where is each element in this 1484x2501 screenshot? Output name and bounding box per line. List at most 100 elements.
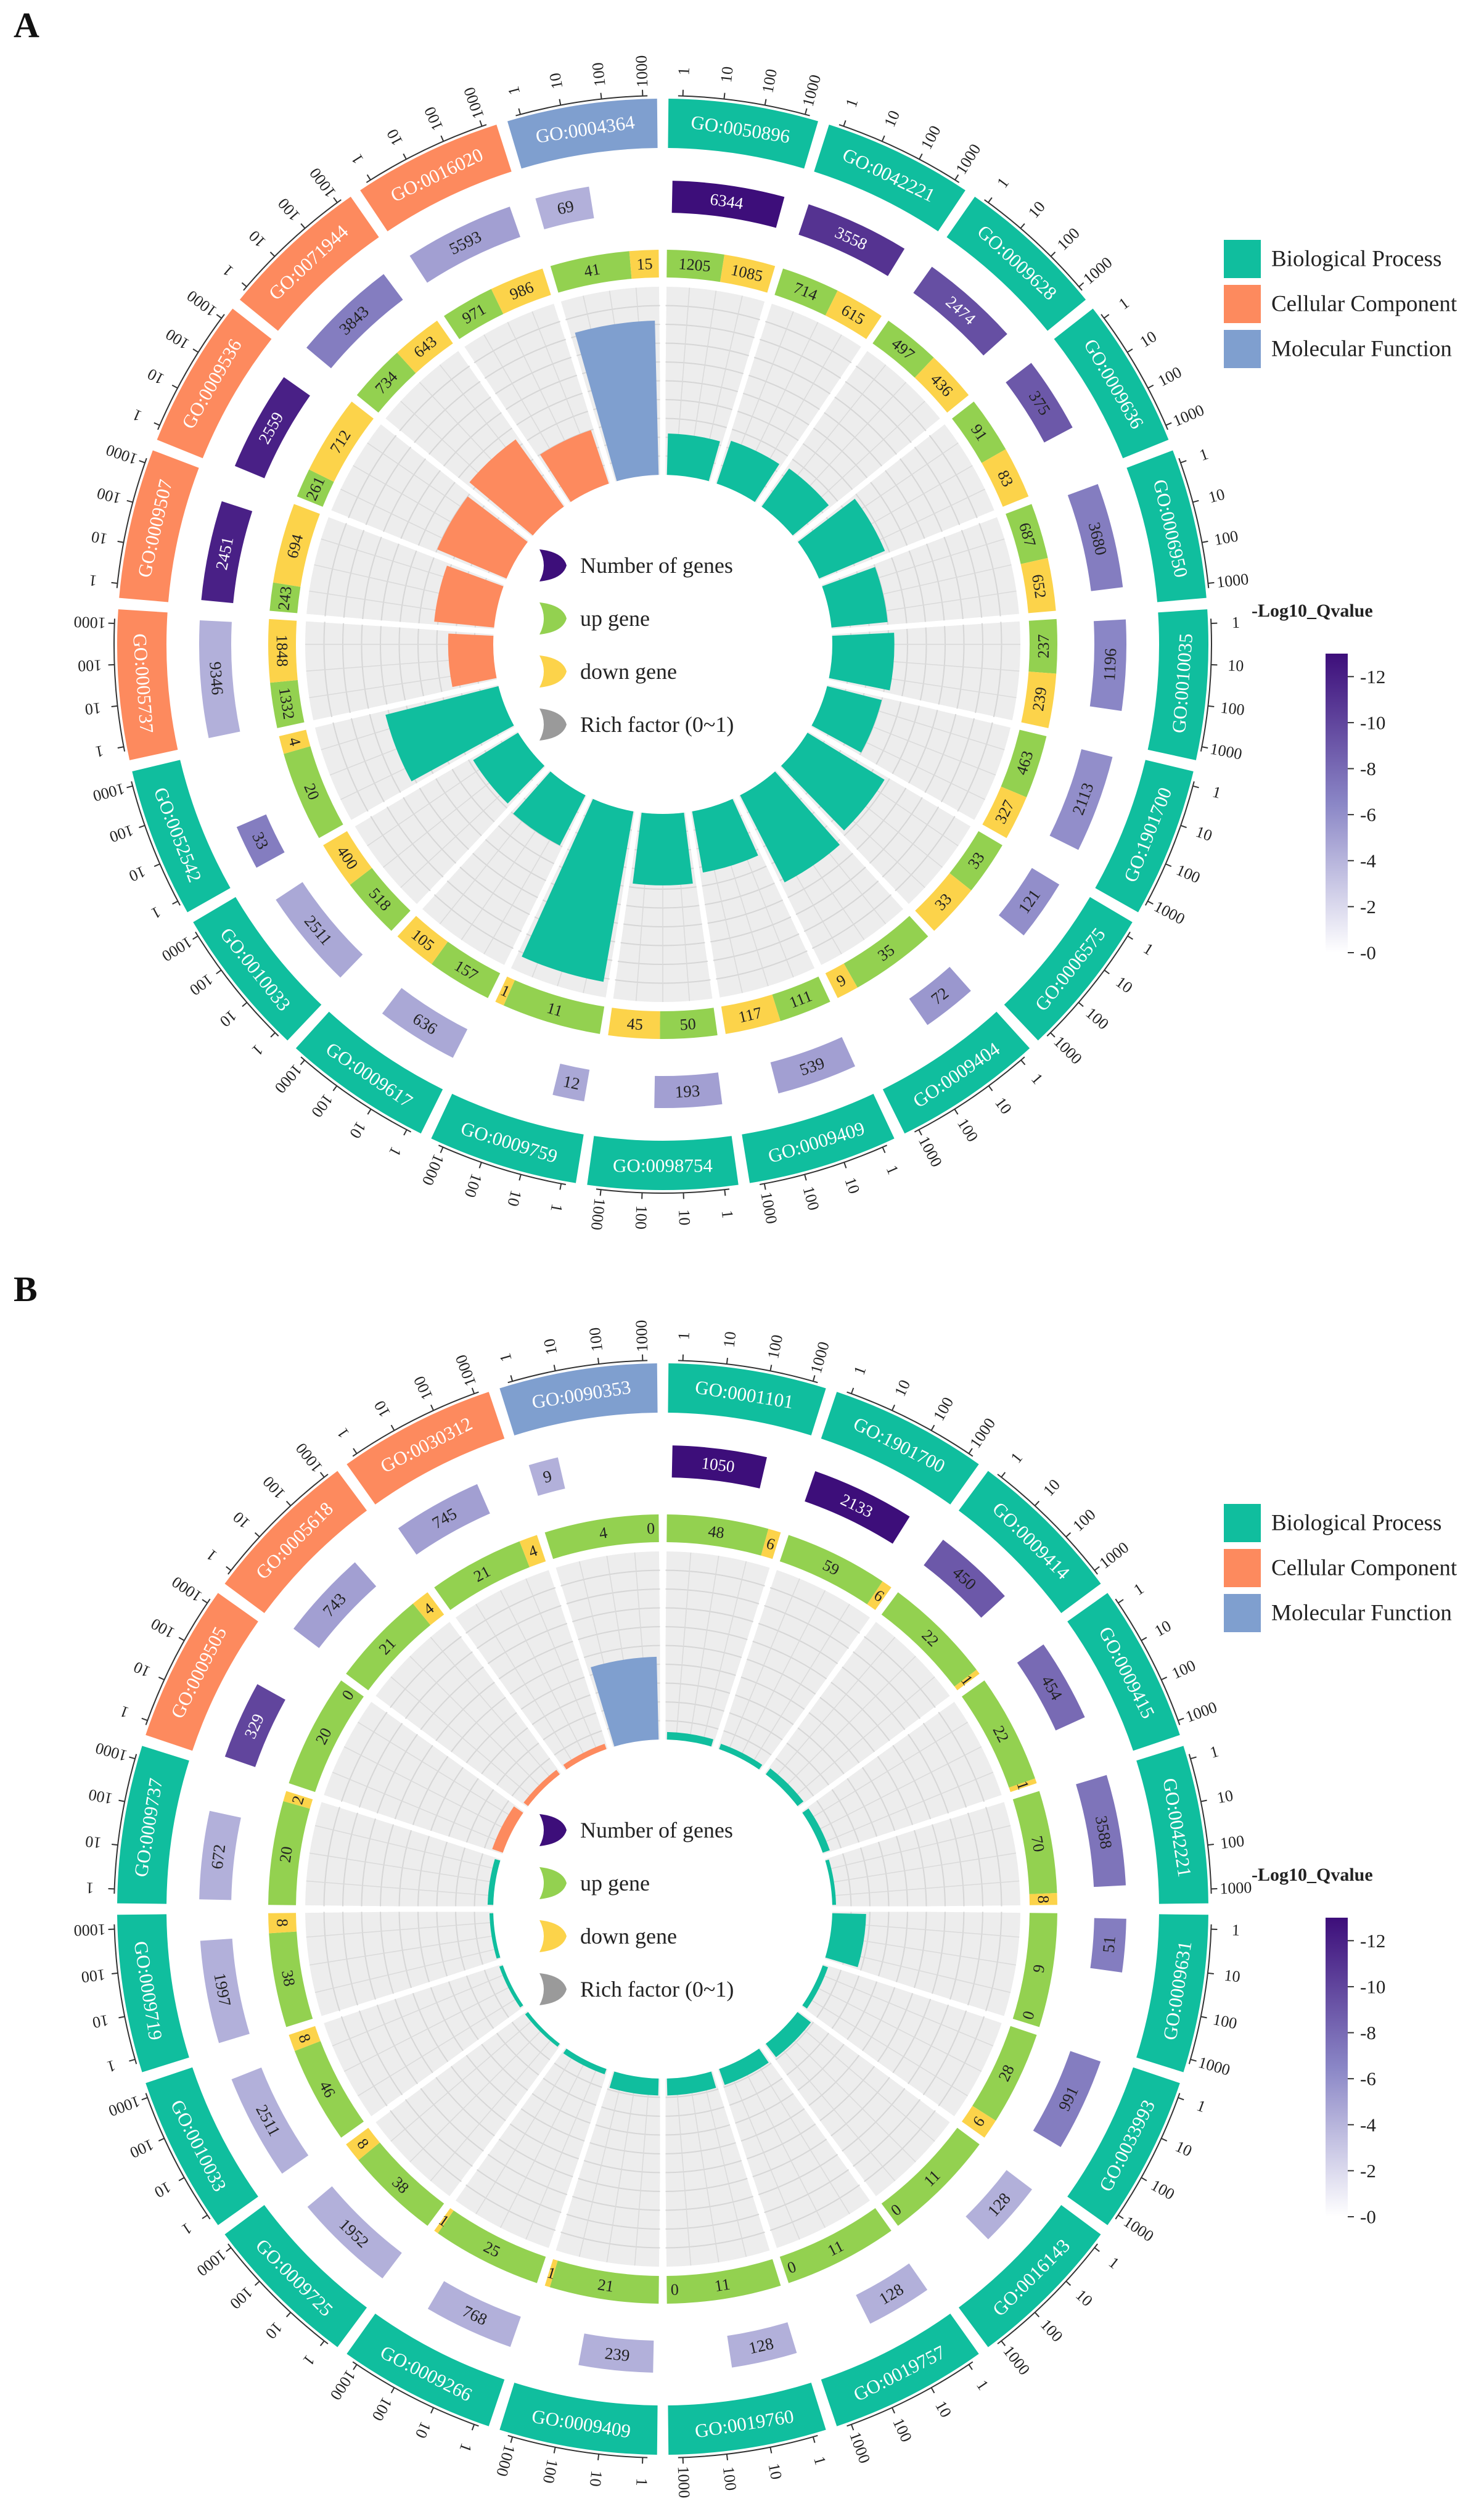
tick-label: 10 [346, 1119, 369, 1141]
down-gene-bar [867, 1581, 892, 1610]
tick-label: 100 [410, 1373, 437, 1403]
tick-label: 10 [717, 65, 737, 83]
tick-axis [352, 2361, 479, 2427]
number-of-genes-bar [276, 882, 363, 978]
tick-mark [954, 174, 959, 181]
number-of-genes-bar [382, 988, 468, 1058]
tick-mark [192, 935, 199, 940]
number-of-genes-bar [234, 377, 310, 478]
tick-label: 100 [1213, 527, 1240, 549]
tick-label: 1 [993, 174, 1012, 191]
up-gene-bar [503, 980, 605, 1034]
down-gene-label: 239 [1029, 686, 1050, 712]
number-of-genes-bar [1006, 363, 1073, 443]
log-scale-ticks: 1 10 100 1000 [73, 613, 126, 761]
tick-label: 1000 [419, 1151, 448, 1188]
up-gene-bar [432, 942, 501, 998]
down-gene-bar [721, 994, 781, 1034]
tick-mark [254, 1532, 260, 1538]
segment-separator [816, 509, 1002, 586]
down-gene-bar [954, 1669, 980, 1691]
rich-bg-sector [555, 2071, 662, 2267]
rich-grid-radial [306, 1880, 494, 1897]
term-label-segment [117, 1746, 189, 1904]
tick-label: 1 [385, 1144, 405, 1159]
tick-axis [1115, 1598, 1181, 1725]
tick-mark [139, 824, 146, 828]
rich-grid-radial [332, 1772, 507, 1845]
tick-axis [596, 1188, 730, 1194]
up-gene-bar [779, 2208, 892, 2283]
down-gene-bar [761, 1529, 781, 1559]
tick-mark [1034, 2312, 1040, 2318]
colorbar-tick-label: -8 [1360, 2022, 1376, 2043]
tick-axis [847, 1391, 974, 1457]
segment-separator [795, 1693, 959, 1813]
down-gene-label: 1848 [273, 634, 292, 667]
tick-mark [118, 1799, 125, 1802]
number-of-genes-bar [409, 207, 520, 283]
center-legend: Number of genes up gene down gene Rich fact… [539, 1814, 734, 2005]
tick-label: 10 [144, 365, 167, 388]
tick-mark [226, 1566, 232, 1571]
tick-label: 10 [1137, 327, 1160, 351]
rich-grid-radial [578, 2074, 624, 2257]
rich-factor-bar [434, 565, 504, 628]
down-gene-bar [279, 729, 311, 754]
tick-label: 1000 [632, 1320, 651, 1352]
rich-grid-radial [332, 1973, 507, 2047]
tick-axis [1046, 931, 1131, 1037]
down-gene-bar [915, 873, 972, 931]
tick-mark [1118, 1599, 1124, 1604]
term-label-segment [146, 1593, 258, 1751]
tick-mark [891, 2407, 895, 2414]
rich-bg-sector [664, 2071, 770, 2267]
rich-factor-bar [489, 1913, 501, 1959]
term-label-segment [224, 2204, 367, 2347]
center-legend-label: Rich factor (0~1) [580, 712, 734, 737]
up-gene-bar [666, 1514, 769, 1556]
down-gene-bar [323, 831, 372, 885]
term-label-segment [946, 197, 1086, 331]
tick-mark [478, 1162, 482, 1168]
tick-mark [1141, 1637, 1147, 1641]
segment-separator [795, 2005, 959, 2125]
up-gene-bar [872, 321, 934, 378]
segment-separator [820, 1958, 1010, 2024]
tick-mark [111, 705, 118, 707]
rich-grid-radial [782, 1656, 916, 1790]
term-label-segment [360, 125, 512, 232]
tick-mark [332, 1085, 338, 1091]
up-gene-bar [1001, 729, 1047, 798]
tick-mark [479, 120, 483, 127]
term-label-segment [224, 1471, 367, 1614]
tick-label: 1 [118, 1702, 131, 1722]
term-label-segment [821, 1392, 979, 1505]
down-gene-bar [1021, 671, 1057, 728]
rich-factor-bar [522, 799, 634, 982]
down-gene-bar [982, 786, 1027, 839]
rich-factor-bar [575, 321, 659, 482]
tick-label: 1 [1130, 1580, 1147, 1599]
tick-label: 100 [586, 1326, 606, 1352]
up-gene-bar [881, 1592, 977, 1687]
tick-label: 10 [1215, 1786, 1234, 1807]
colorbar-tick-label: -2 [1360, 2160, 1376, 2182]
tick-mark [843, 120, 847, 127]
rich-factor-bar [802, 1965, 829, 2009]
down-gene-label: 652 [1028, 573, 1050, 599]
number-of-genes-bar [805, 1471, 910, 1544]
number-of-genes-bar [1089, 619, 1126, 712]
tick-mark [1001, 1472, 1006, 1478]
tick-label: 1000 [1196, 2053, 1232, 2079]
number-of-genes-bar [199, 1810, 241, 1900]
rich-grid-radial [314, 1825, 498, 1870]
up-gene-bar [1012, 1913, 1057, 2027]
up-gene-icon [539, 1867, 567, 1899]
tick-label: 1000 [327, 2367, 359, 2403]
rich-factor-icon [539, 708, 567, 741]
segment-separator [455, 342, 572, 509]
rich-grid-radial [390, 1676, 535, 1799]
